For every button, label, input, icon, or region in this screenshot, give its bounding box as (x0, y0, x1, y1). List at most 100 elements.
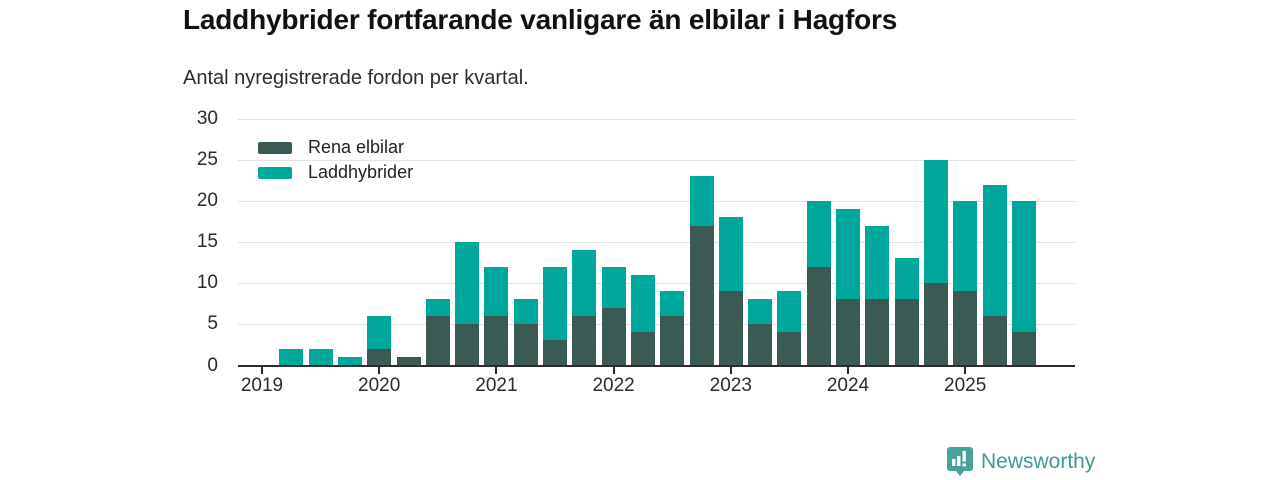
plot-area: 2019 2020 2021 2022 2023 2024 2025 (238, 119, 1075, 396)
bar-segment-rena-elbilar (689, 225, 714, 365)
bar-segment-laddhybrider (806, 201, 831, 267)
x-axis-tick (495, 367, 498, 374)
x-axis-year-label: 2023 (709, 375, 752, 396)
bar-2021-q3 (543, 266, 567, 365)
bar-2023-q3 (777, 291, 802, 365)
bar-segment-laddhybrider (425, 299, 450, 316)
bar-segment-laddhybrider (748, 299, 773, 324)
y-axis-tick-label: 5 (207, 313, 218, 334)
bar-segment-laddhybrider (982, 184, 1007, 316)
bar-2024-q2 (865, 225, 890, 365)
bar-2023-q4 (806, 201, 831, 365)
y-axis-tick-label: 30 (196, 108, 218, 129)
bar-segment-rena-elbilar (572, 315, 597, 365)
x-axis-tick (729, 367, 732, 374)
bar-segment-laddhybrider (279, 348, 304, 365)
bar-2021-q1 (484, 266, 509, 365)
bar-2020-q1 (367, 315, 392, 365)
bar-2022-q3 (660, 291, 685, 365)
bar-2021-q2 (513, 299, 538, 365)
y-axis-tick-label: 15 (196, 231, 218, 252)
x-axis-year-label: 2020 (358, 375, 401, 396)
bar-segment-laddhybrider (865, 225, 890, 300)
bar-segment-rena-elbilar (543, 340, 567, 365)
legend-label: Laddhybrider (308, 162, 414, 182)
legend-item-laddhybrider: Laddhybrider (258, 160, 413, 185)
bar-segment-rena-elbilar (777, 332, 802, 365)
bar-segment-rena-elbilar (630, 332, 655, 365)
x-axis-year-label: 2024 (826, 375, 870, 396)
x-axis-tick (261, 367, 263, 374)
bar-segment-rena-elbilar (1011, 332, 1036, 365)
gridline (238, 283, 1075, 284)
x-axis-year-label: 2021 (475, 375, 518, 396)
bar-segment-laddhybrider (601, 266, 626, 308)
bar-2020-q2 (396, 356, 421, 365)
bar-2022-q2 (630, 274, 655, 365)
bar-segment-laddhybrider (484, 266, 509, 316)
bar-2025-q2 (982, 184, 1007, 365)
bar-segment-laddhybrider (337, 356, 362, 365)
bar-segment-laddhybrider (718, 217, 743, 292)
x-axis-year-label: 2022 (592, 375, 635, 396)
x-axis-tick (847, 367, 849, 374)
bar-segment-rena-elbilar (513, 324, 538, 365)
bar-segment-rena-elbilar (806, 266, 831, 365)
bar-2019-q4 (337, 356, 362, 365)
bar-segment-laddhybrider (923, 160, 948, 283)
x-axis-year-label: 2019 (240, 375, 284, 396)
bar-segment-rena-elbilar (865, 299, 890, 365)
bar-2022-q4 (689, 176, 714, 365)
bar-segment-laddhybrider (455, 242, 480, 324)
legend-label: Rena elbilar (308, 137, 405, 157)
gridline (238, 324, 1075, 325)
bar-2020-q4 (455, 242, 480, 365)
y-axis-tick-label: 20 (196, 190, 218, 211)
bar-2023-q2 (748, 299, 773, 365)
y-axis-tick-label: 25 (196, 149, 218, 170)
legend: Rena elbilar Laddhybrider (258, 135, 413, 185)
bar-2021-q4 (572, 250, 597, 365)
bar-2025-q3 (1011, 201, 1036, 365)
bar-segment-rena-elbilar (748, 324, 773, 365)
gridline (238, 119, 1075, 120)
y-axis-tick-label: 10 (196, 272, 218, 293)
bar-2024-q3 (894, 258, 919, 365)
brand-name: Newsworthy (981, 449, 1096, 473)
x-axis-tick (612, 367, 615, 374)
bar-segment-rena-elbilar (923, 283, 948, 365)
bar-2020-q3 (425, 299, 450, 365)
bar-segment-rena-elbilar (455, 324, 480, 365)
bar-segment-laddhybrider (367, 315, 392, 349)
bar-segment-laddhybrider (660, 291, 685, 316)
bar-segment-rena-elbilar (894, 299, 919, 365)
bar-segment-laddhybrider (894, 258, 919, 300)
gridline (238, 201, 1075, 202)
legend-item-rena-elbilar: Rena elbilar (258, 135, 413, 160)
bar-segment-laddhybrider (543, 266, 567, 341)
chart-subtitle: Antal nyregistrerade fordon per kvartal. (183, 67, 529, 89)
bar-segment-laddhybrider (953, 201, 978, 292)
newsworthy-brand-link[interactable]: Newsworthy (946, 446, 1095, 477)
bar-segment-laddhybrider (1011, 201, 1036, 333)
bar-segment-laddhybrider (513, 299, 538, 324)
bar-2019-q2 (279, 348, 304, 365)
x-axis-tick (378, 367, 381, 374)
bar-2025-q1 (953, 201, 978, 365)
legend-swatch-laddhybrider (258, 166, 292, 179)
gridline (238, 242, 1075, 243)
legend-swatch-rena-elbilar (258, 141, 292, 154)
bar-segment-rena-elbilar (484, 315, 509, 365)
x-axis-tick (964, 367, 967, 374)
bar-segment-laddhybrider (836, 209, 860, 300)
bar-segment-rena-elbilar (836, 299, 860, 365)
x-axis-year-label: 2025 (944, 375, 987, 396)
bar-segment-rena-elbilar (367, 348, 392, 365)
bar-2023-q1 (718, 217, 743, 365)
bar-2022-q1 (601, 266, 626, 365)
chart-title: Laddhybrider fortfarande vanligare än el… (183, 4, 898, 35)
bar-segment-rena-elbilar (982, 315, 1007, 365)
bar-segment-laddhybrider (689, 176, 714, 226)
bar-2024-q1 (836, 209, 860, 365)
bar-2024-q4 (923, 160, 948, 365)
